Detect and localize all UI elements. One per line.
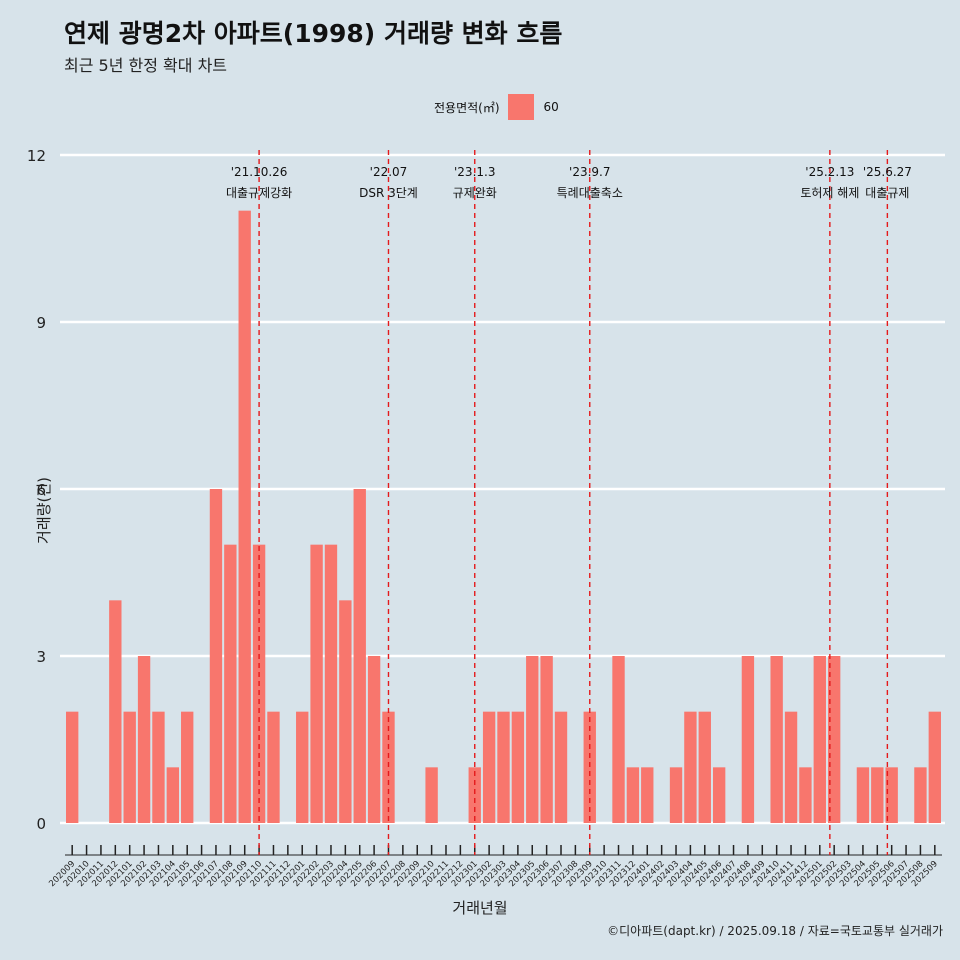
bar [511, 711, 525, 823]
event-label: 대출규제 [865, 186, 909, 200]
bar [123, 711, 136, 823]
bar [382, 711, 395, 823]
bar [224, 544, 237, 823]
legend-label: 60 [543, 100, 559, 114]
bar [784, 711, 798, 823]
bar [267, 711, 280, 823]
bar [353, 489, 366, 823]
bar [712, 767, 726, 823]
y-axis-title: 거래량(건) [34, 477, 53, 544]
bar [871, 767, 884, 823]
bar [770, 656, 783, 823]
bar [698, 711, 711, 823]
event-date: '25.2.13 [805, 165, 854, 179]
bar [554, 711, 568, 823]
bar [741, 656, 755, 823]
bar [137, 656, 151, 823]
bar [914, 767, 927, 823]
bar [324, 544, 338, 823]
bar [827, 656, 841, 823]
bar [109, 600, 122, 823]
caption: ©디아파트(dapt.kr) / 2025.09.18 / 자료=국토교통부 실… [607, 924, 943, 938]
bar [799, 767, 812, 823]
bar [66, 711, 79, 823]
y-tick-label: 3 [36, 648, 46, 666]
legend-swatch [507, 94, 534, 120]
chart-subtitle: 최근 5년 한정 확대 차트 [64, 56, 228, 75]
x-axis-title: 거래년월 [452, 899, 508, 917]
y-tick-label: 9 [36, 314, 46, 332]
bar [612, 656, 625, 823]
bar [310, 544, 323, 823]
bar [684, 711, 697, 823]
event-date: '23.1.3 [454, 165, 495, 179]
bar [367, 656, 381, 823]
bar [296, 711, 309, 823]
bar [468, 767, 481, 823]
legend-title: 전용면적(㎡) [434, 100, 500, 115]
bar [166, 767, 180, 823]
bar [482, 711, 496, 823]
bar [641, 767, 654, 823]
event-label: 대출규제강화 [226, 186, 292, 200]
y-tick-label: 0 [36, 815, 46, 833]
bar [339, 600, 352, 823]
event-date: '21.10.26 [231, 165, 288, 179]
event-date: '25.6.27 [863, 165, 912, 179]
bar [238, 210, 251, 823]
bar [856, 767, 870, 823]
y-tick-label: 6 [36, 481, 46, 499]
bar [152, 711, 165, 823]
bar [813, 656, 826, 823]
bar [928, 711, 941, 823]
legend: 전용면적(㎡) 60 [434, 94, 559, 120]
event-label: 규제완화 [453, 186, 497, 200]
chart-title: 연제 광명2차 아파트(1998) 거래량 변화 흐름 [64, 19, 563, 48]
bar [669, 767, 683, 823]
bar [425, 767, 438, 823]
event-label: 토허제 해제 [800, 186, 859, 200]
bar [209, 489, 223, 823]
event-date: '22.07 [370, 165, 408, 179]
event-date: '23.9.7 [569, 165, 610, 179]
bar [181, 711, 194, 823]
bar [526, 656, 539, 823]
event-label: 특례대출축소 [557, 186, 623, 200]
bar [583, 711, 596, 823]
bar [540, 656, 553, 823]
y-tick-label: 12 [27, 147, 46, 165]
bar [497, 711, 510, 823]
event-label: DSR 3단계 [359, 186, 418, 200]
bar [626, 767, 640, 823]
bar [885, 767, 898, 823]
